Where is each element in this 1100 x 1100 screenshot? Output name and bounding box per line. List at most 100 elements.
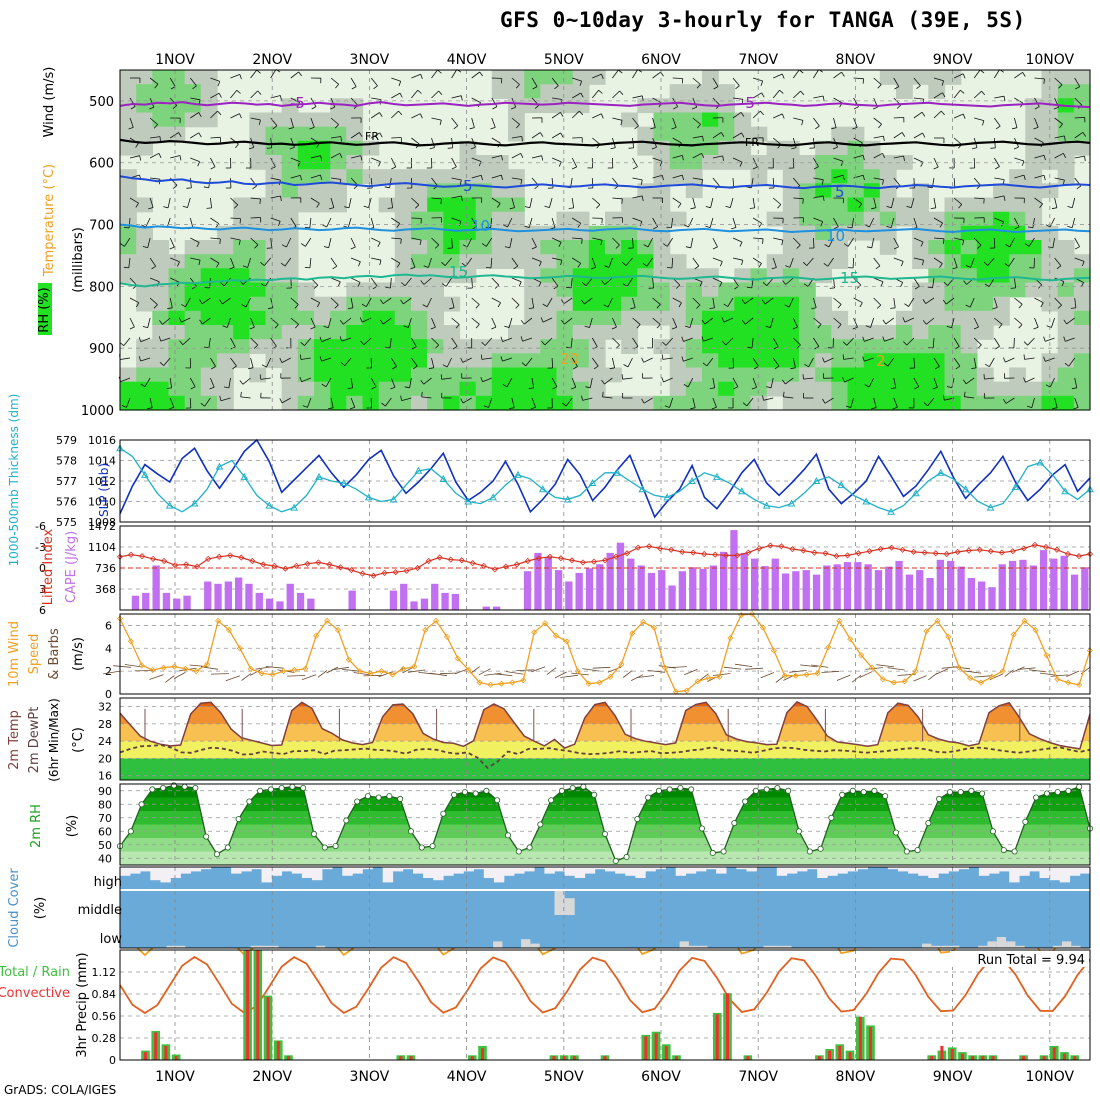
wind-barb-flag: [561, 319, 565, 325]
rh-cell: [217, 381, 234, 397]
rh-cell: [427, 381, 444, 397]
wind-barb-flag: [662, 243, 668, 247]
rh-cell: [847, 225, 865, 241]
wind-barb-flag: [701, 179, 704, 185]
wind-barb-flag: [166, 387, 172, 389]
wind-barb: [150, 177, 161, 180]
precip-convective-bar: [644, 1036, 648, 1060]
low-cloud-bar: [922, 943, 932, 948]
rh-cell: [378, 169, 396, 184]
rh-cell: [297, 310, 315, 326]
wind-barb: [189, 397, 192, 409]
thickness-marker: [563, 495, 572, 503]
rh-cell: [669, 296, 687, 312]
wind-barb-flag: [865, 325, 871, 328]
wind-barb: [632, 95, 643, 99]
rh-cell: [815, 169, 832, 184]
wind-barb-flag: [1051, 207, 1057, 210]
lifted-index-marker: [899, 546, 906, 553]
rh-cell: [637, 254, 655, 269]
rh-cell: [734, 140, 752, 156]
low-cloud-bar: [269, 945, 279, 948]
wind-barb-flag: [173, 185, 178, 189]
wind-barb-flag: [858, 203, 863, 209]
rh-marker: [364, 793, 371, 800]
surface-wind-barb: [378, 671, 393, 678]
wind-barb: [270, 217, 281, 222]
wind-barb: [933, 197, 937, 208]
thickness-marker: [439, 474, 448, 482]
isotherm-label: 15: [840, 269, 859, 287]
bottom-day-label: 5NOV: [544, 1069, 584, 1085]
lifted-index-marker: [877, 546, 884, 553]
wind-barb: [752, 257, 762, 264]
wind-barb: [672, 197, 682, 204]
rh-cell: [281, 353, 299, 369]
high-cloud-gap: [271, 867, 282, 876]
wind-barb-flag: [1043, 155, 1046, 161]
rh-tick-label: 40: [98, 852, 112, 865]
wind-barb-flag: [673, 106, 678, 110]
wind-barb: [491, 297, 501, 304]
rh-cell: [491, 169, 509, 184]
wind-barb-flag: [733, 386, 739, 390]
high-cloud-gap: [413, 867, 424, 874]
rh-cell: [1057, 381, 1075, 397]
wind-barb: [391, 237, 402, 240]
cape-tick-label: 368: [95, 583, 116, 596]
rh-cell: [524, 254, 541, 269]
rh-cell: [200, 395, 218, 411]
wind-barb-flag: [796, 244, 801, 249]
isotherm-label: -5: [290, 94, 305, 112]
wind-barb: [411, 137, 420, 145]
rh-cell: [993, 381, 1010, 397]
wind-barb: [471, 297, 480, 305]
surface-wind-barb: [531, 666, 546, 673]
rh-marker: [677, 785, 684, 792]
thickness-marker: [787, 499, 796, 507]
rh-cell: [831, 254, 849, 269]
rh-cell: [443, 169, 461, 184]
low-cloud-bar: [315, 945, 326, 948]
wind-barb-flag: [169, 406, 175, 410]
rh-cell: [168, 84, 186, 99]
wind-barb-flag: [601, 113, 604, 119]
rh-cell: [653, 296, 671, 312]
wind-barb: [330, 277, 341, 283]
wind-speed-marker: [716, 673, 723, 680]
wind-barb-flag: [261, 364, 267, 368]
wind-barb: [571, 257, 581, 264]
rh-cell: [1073, 140, 1091, 156]
surface-wind-barb: [124, 664, 142, 668]
wind-barb: [692, 397, 696, 408]
rh-cell: [540, 325, 558, 340]
rh-marker: [796, 828, 803, 835]
wind-barb-flag: [339, 153, 343, 158]
wind-barb-flag: [1013, 146, 1019, 150]
temp-band: [120, 701, 1090, 707]
rh-cell: [217, 367, 234, 383]
lifted-index-marker: [546, 553, 553, 560]
wind-barb: [210, 217, 219, 224]
rh-cell: [217, 240, 234, 255]
precip-convective-bar: [991, 1056, 995, 1060]
wind-barb-flag: [544, 205, 550, 208]
wind-barb-flag: [138, 336, 142, 342]
high-cloud-gap: [493, 867, 505, 883]
wind-barb-flag: [845, 405, 851, 408]
rh-cell: [928, 325, 946, 340]
rh-cell: [184, 70, 202, 85]
wind-barb: [310, 155, 321, 159]
wind-barb: [290, 97, 300, 103]
lifted-index-marker: [965, 547, 972, 554]
rh-cell: [168, 254, 186, 269]
wind-speed-marker: [803, 671, 810, 678]
wind-barb-flag: [178, 132, 182, 138]
wind-barb-flag: [900, 261, 904, 267]
temp-tick-label: 32: [98, 701, 112, 714]
rh-cell: [136, 140, 153, 156]
wind-barb-flag: [334, 304, 339, 309]
rh-cell: [556, 225, 574, 241]
rh-cell: [685, 367, 703, 383]
rh-cell: [621, 395, 638, 411]
